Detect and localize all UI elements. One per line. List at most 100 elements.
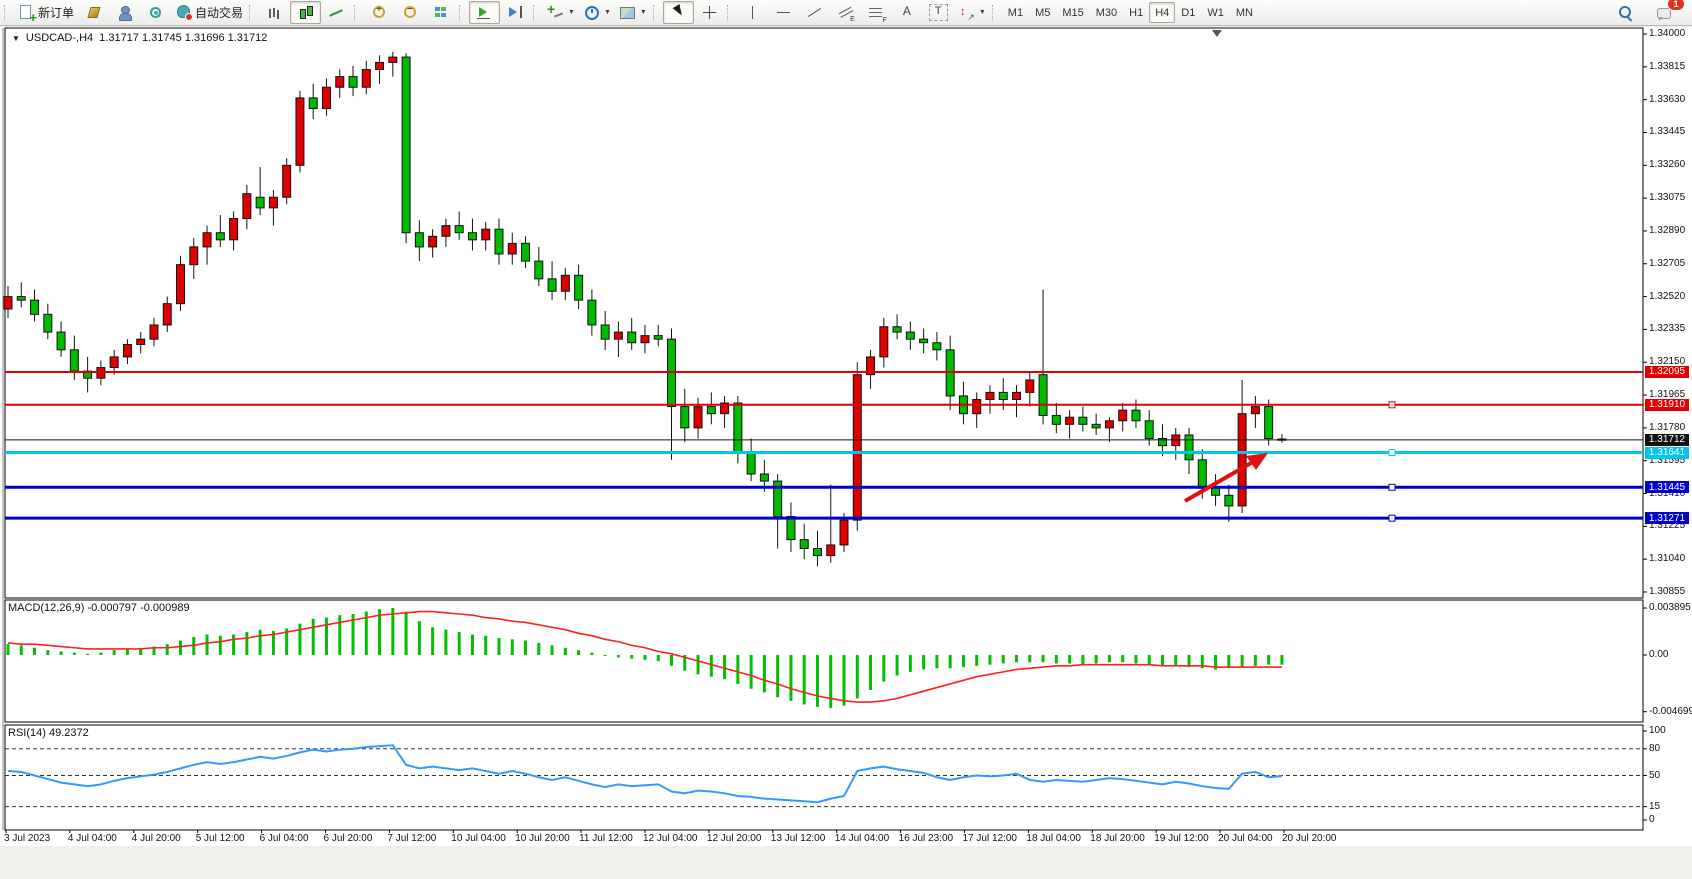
auto-trading-button-label: 自动交易 [195,6,244,20]
chevron-down-icon[interactable]: ▼ [978,9,986,16]
time-tick-label: 16 Jul 23:00 [898,833,954,844]
chart-title: ▼ USDCAD-,H4 1.31717 1.31745 1.31696 1.3… [12,32,267,44]
toolbar-grip [354,4,360,21]
time-tick-label: 5 Jul 12:00 [195,833,245,844]
time-tick-label: 7 Jul 12:00 [387,833,437,844]
new-order-button[interactable]: 新订单 [14,1,78,25]
price-badge-resistance: 1.31910 [1645,398,1689,411]
timeframe-m15[interactable]: M15 [1062,6,1084,19]
chart-shift-icon [507,5,524,20]
time-tick-label: 12 Jul 04:00 [643,833,698,844]
time-tick-label: 10 Jul 20:00 [515,833,570,844]
toolbar-grip [459,4,465,21]
cursor-button[interactable] [662,1,694,24]
timeframe-w1[interactable]: W1 [1207,6,1224,19]
text-icon [899,4,916,20]
text-button[interactable] [892,1,923,24]
tile-windows-button[interactable] [426,1,457,24]
time-tick-label: 6 Jul 20:00 [323,833,373,844]
time-tick-label: 13 Jul 12:00 [770,833,826,844]
vline-icon [744,5,761,20]
rsi-pane-border [4,724,1644,831]
chevron-down-icon[interactable]: ▼ [639,9,647,16]
timeframe-d1[interactable]: D1 [1181,6,1196,19]
chart-shift-marker [1212,30,1222,37]
price-tick-label: 1.31040 [1649,553,1686,565]
price-badge-support: 1.31271 [1645,512,1689,525]
time-tick-label: 11 Jul 12:00 [579,833,633,844]
signals-button[interactable] [140,1,171,24]
timeframe-m30[interactable]: M30 [1095,6,1118,19]
timeframe-h1[interactable]: H1 [1129,6,1144,19]
macd-axis-label: -0.004699 [1649,705,1692,717]
chart-shift-button[interactable] [500,1,531,24]
channel-icon [837,5,855,23]
chevron-down-icon[interactable]: ▼ [568,9,575,16]
chart-window: ▼ USDCAD-,H4 1.31717 1.31745 1.31696 1.3… [0,27,1692,879]
styler-button[interactable] [78,1,109,24]
toolbar: 新订单 自动交易 ▼ ▼ ▼ ▼ M1 M5 M15 M30 H1 H4 D1 W1 MN 1 [0,0,1692,26]
periods-icon [583,5,600,20]
templates-button[interactable]: ▼ [615,1,651,24]
main-pane-border [4,27,1644,599]
arrows-button[interactable]: ▼ [954,1,990,24]
new-order-icon [18,5,37,25]
rsi-axis-label: 0 [1649,814,1655,825]
timeframe-mn[interactable]: MN [1235,6,1253,19]
price-tick-label: 1.32335 [1649,323,1686,335]
annotation-arrow-shaft [1184,457,1259,503]
notifications-button[interactable]: 1 [1649,0,1685,24]
auto-scroll-button[interactable] [469,1,501,24]
zoom-out-button[interactable] [395,1,426,24]
fibonacci-button[interactable] [861,1,892,24]
price-tick-label: 1.33260 [1649,159,1686,171]
price-tick-label: 1.30855 [1649,585,1686,597]
price-tick-label: 1.31595 [1649,454,1686,466]
hline-icon [775,5,792,20]
channel-button[interactable] [830,1,861,24]
macd-axis-label: 0.00 [1649,649,1669,660]
profile-button[interactable] [109,1,140,24]
time-tick-label: 4 Jul 20:00 [131,833,181,844]
price-badge-current-price: 1.31712 [1645,433,1689,446]
bar-chart-button[interactable] [259,1,290,24]
price-tick-label: 1.31225 [1649,520,1686,532]
auto-trading-button[interactable]: 自动交易 [171,1,247,24]
tile-windows-icon [433,5,450,20]
trendline-button[interactable] [799,1,830,24]
chart-menu-icon[interactable]: ▼ [12,33,20,43]
crosshair-button[interactable] [694,1,725,24]
periods-button[interactable]: ▼ [579,1,615,24]
trendline-icon [806,5,823,20]
indicators-button[interactable]: ▼ [543,1,579,24]
label-icon [928,4,948,21]
hline-handle [1388,449,1396,457]
macd-signal-line [7,610,1282,703]
horizontal-line-button[interactable] [768,1,799,24]
price-tick-label: 1.33815 [1649,60,1686,72]
timeframe-m5[interactable]: M5 [1035,6,1051,19]
time-tick-label: 18 Jul 20:00 [1090,833,1145,844]
toolbar-grip [249,4,255,21]
annotation-arrow-head [1246,453,1268,470]
timeframe-h4[interactable]: H4 [1149,2,1176,23]
search-button[interactable] [1610,1,1641,24]
price-tick-label: 1.33445 [1649,126,1686,138]
price-tick-label: 1.32150 [1649,356,1686,368]
bars-icon [266,5,283,20]
toolbar-grip [652,4,659,21]
chat-icon [1656,5,1673,21]
label-button[interactable] [923,1,954,24]
crosshair-icon [701,5,718,20]
zoom-in-button[interactable] [364,1,395,24]
chevron-down-icon[interactable]: ▼ [603,9,611,16]
macd-axis-label: 0.003895 [1649,602,1691,613]
vertical-line-button[interactable] [737,1,768,24]
toolbar-grip [726,4,733,21]
time-tick-label: 3 Jul 2023 [4,833,51,844]
line-chart-button[interactable] [321,1,352,24]
timeframe-m1[interactable]: M1 [1007,6,1024,19]
time-tick-label: 4 Jul 04:00 [67,833,117,844]
candlestick-button[interactable] [290,1,322,24]
time-tick-label: 19 Jul 12:00 [1154,833,1209,844]
